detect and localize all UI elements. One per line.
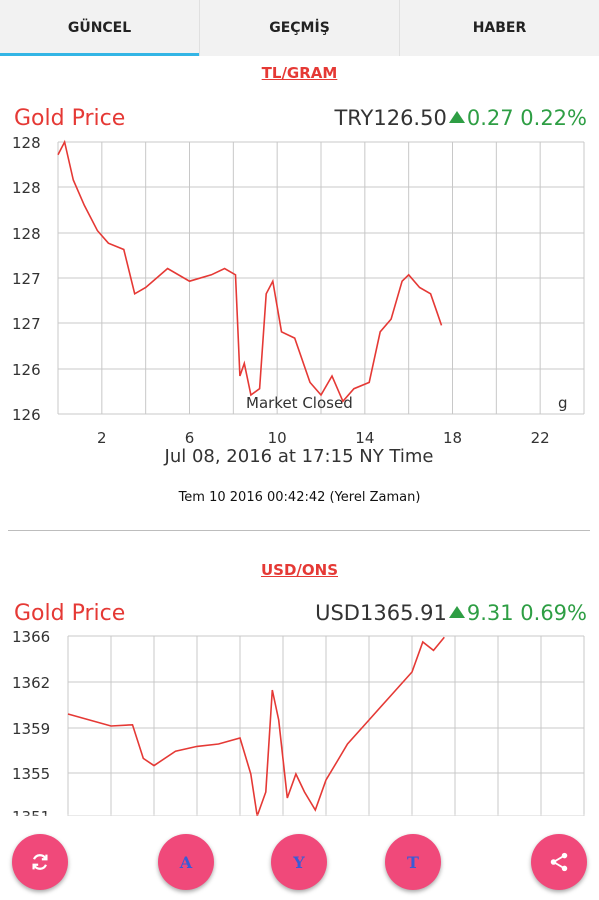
x-tick-label: 14 — [355, 429, 374, 447]
x-tick-label: 6 — [185, 429, 195, 447]
t-button[interactable]: T — [385, 834, 441, 890]
y-tick-label: 126 — [12, 361, 41, 379]
x-tick-label: 18 — [443, 429, 462, 447]
y-tick-label: 128 — [12, 225, 41, 243]
gold-tl-gram-chart[interactable]: 128 128 128 127 127 126 126 2 6 10 14 18 22 Market … — [0, 130, 599, 470]
change-value: 0.27 — [466, 106, 514, 130]
change-percent: 0.22% — [520, 106, 587, 130]
chart-datetime-caption: Jul 08, 2016 at 17:15 NY Time — [164, 446, 434, 467]
x-axis: 2 6 10 14 18 22 — [97, 429, 550, 447]
y-tick-label: 1362 — [12, 674, 50, 692]
tab-guncel[interactable]: GÜNCEL — [0, 0, 200, 56]
price-series-line — [67, 636, 445, 816]
price-line: USD1365.91 9.31 0.69% — [315, 601, 587, 625]
y-tick-label: 126 — [12, 406, 41, 424]
y-axis: 1366 1362 1359 1355 1351 — [12, 628, 50, 816]
section-header-tl-gram[interactable]: TL/GRAM — [261, 64, 338, 82]
chart-grid — [67, 635, 585, 816]
y-axis: 128 128 128 127 127 126 126 — [12, 134, 41, 424]
refresh-button[interactable] — [12, 834, 68, 890]
tab-haber[interactable]: HABER — [472, 20, 527, 36]
up-arrow-icon — [448, 111, 465, 123]
currency-price: TRY126.50 — [334, 106, 447, 130]
chart-title: Gold Price — [14, 601, 126, 626]
y-tick-label: 1351 — [12, 808, 50, 816]
currency-price: USD1365.91 — [315, 601, 447, 625]
a-letter: A — [179, 852, 193, 872]
share-icon — [550, 852, 568, 872]
x-tick-label: 2 — [97, 429, 107, 447]
market-closed-label: Market Closed — [246, 394, 353, 412]
chart-grid — [57, 141, 585, 415]
price-line: TRY126.50 0.27 0.22% — [334, 106, 587, 130]
price-series-line — [57, 139, 443, 403]
x-tick-label: 22 — [531, 429, 550, 447]
y-tick-label: 1359 — [12, 720, 50, 738]
y-tick-label: 127 — [12, 315, 41, 333]
y-tick-label: 1366 — [12, 628, 50, 646]
section-header-usd-ons[interactable]: USD/ONS — [260, 561, 339, 579]
tab-gecmis[interactable]: GEÇMİŞ — [200, 0, 400, 56]
t-letter: T — [407, 852, 419, 872]
y-tick-label: 128 — [12, 179, 41, 197]
y-tick-label: 128 — [12, 134, 41, 152]
y-button[interactable]: Y — [271, 834, 327, 890]
a-button[interactable]: A — [158, 834, 214, 890]
section-divider — [8, 530, 590, 531]
y-tick-label: 127 — [12, 270, 41, 288]
gold-usd-ons-chart[interactable]: 1366 1362 1359 1355 1351 — [0, 626, 599, 816]
tab-bar: GÜNCEL GEÇMİŞ HABER — [0, 0, 599, 56]
share-button[interactable] — [531, 834, 587, 890]
up-arrow-icon — [448, 606, 465, 618]
chart-title: Gold Price — [14, 106, 126, 131]
change-percent: 0.69% — [520, 601, 587, 625]
y-tick-label: 1355 — [12, 765, 50, 783]
refresh-icon — [32, 854, 48, 870]
x-tick-label: 10 — [268, 429, 287, 447]
watermark-label: g — [558, 394, 568, 412]
y-letter: Y — [293, 852, 305, 872]
local-time: Tem 10 2016 00:42:42 (Yerel Zaman) — [178, 490, 421, 505]
change-value: 9.31 — [466, 601, 514, 625]
